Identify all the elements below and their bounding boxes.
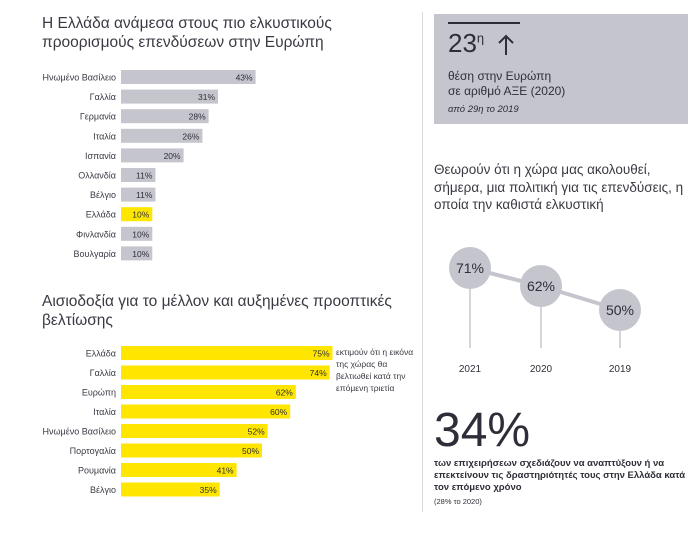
chart2-bar — [121, 346, 333, 360]
chart1-value-label: 11% — [136, 171, 153, 181]
rank-suffix: η — [476, 30, 485, 46]
chart2-title-line1: Αισιοδοξία για το μέλλον και αυξημένες π… — [42, 293, 392, 310]
investment-destinations-chart: Ηνωμένο Βασίλειο 43% Γαλλία 31% Γερμανία 28% Ι… — [42, 70, 256, 261]
optimism-annotation: εκτιμούν ότι η εικόνα της χώρας θα βελτι… — [336, 347, 414, 393]
rank-line1: θέση στην Ευρώπη — [448, 69, 552, 83]
attractiveness-title: Θεωρούν ότι η χώρα μας ακολουθεί, σήμερα… — [434, 162, 684, 212]
chart1-category-label: Ισπανία — [85, 151, 116, 161]
chart1-bar — [121, 187, 156, 202]
plans-text: των επιχειρήσεων σχεδιάζουν να αναπτύξου… — [434, 458, 686, 493]
chart2-value-label: 52% — [248, 427, 265, 437]
chart1-value-label: 10% — [132, 249, 149, 259]
chart1-bar — [121, 109, 209, 124]
chart1-value-label: 31% — [198, 92, 215, 102]
chart1-value-label: 28% — [189, 112, 206, 122]
chart1-category-label: Ολλανδία — [78, 171, 116, 181]
chart2-category-label: Ελλάδα — [86, 349, 116, 359]
arrow-up-icon — [498, 34, 514, 55]
chart1-category-label: Γερμανία — [80, 112, 116, 122]
chart1-bar — [121, 148, 184, 163]
rank-line3: από 29η το 2019 — [448, 104, 519, 115]
chart3-value-label: 71% — [456, 260, 484, 276]
chart1-bar — [121, 207, 153, 222]
chart1-bar — [121, 226, 153, 241]
chart2-bar — [121, 482, 220, 497]
chart2-title: Αισιοδοξία για το μέλλον και αυξημένες π… — [42, 292, 402, 330]
chart3-year-label: 2019 — [609, 364, 632, 375]
chart2-category-label: Ευρώπη — [82, 388, 116, 398]
chart1-category-label: Βέλγιο — [90, 190, 116, 200]
chart3-point — [520, 265, 562, 307]
chart2-category-label: Ιταλία — [93, 407, 116, 417]
chart2-bar — [121, 424, 268, 438]
chart1-value-label: 43% — [236, 73, 253, 83]
chart2-category-label: Ηνωμένο Βασίλειο — [42, 427, 116, 437]
chart3-value-label: 62% — [527, 278, 555, 294]
chart2-category-label: Γαλλία — [90, 368, 116, 378]
chart1-bar — [121, 128, 203, 143]
chart3-year-label: 2021 — [459, 364, 482, 375]
chart2-value-label: 75% — [312, 349, 329, 359]
attractiveness-trend-chart: 71% 2021 62% 2020 50% 2019 — [449, 247, 641, 375]
chart3-year-label: 2020 — [530, 364, 553, 375]
chart1-value-label: 11% — [136, 190, 153, 200]
chart1-category-label: Φινλανδία — [76, 229, 116, 239]
chart2-value-label: 50% — [242, 446, 259, 456]
chart1-value-label: 10% — [132, 210, 149, 220]
chart1-bar — [121, 168, 156, 182]
chart1-category-label: Γαλλία — [90, 92, 116, 102]
chart2-bar — [121, 385, 296, 399]
chart2-title-line2: βελτίωσης — [42, 312, 113, 329]
chart2-value-label: 62% — [276, 388, 293, 398]
optimism-chart: Ελλάδα 75% Γαλλία 74% Ευρώπη 62% Ιταλία 60% Ηνωμ… — [42, 346, 333, 497]
chart2-bar — [121, 404, 291, 419]
chart1-bar — [121, 70, 256, 84]
chart1-value-label: 20% — [164, 151, 181, 161]
chart2-value-label: 41% — [217, 466, 234, 476]
rank-top-line — [448, 22, 520, 24]
chart2-value-label: 35% — [200, 485, 217, 495]
chart2-category-label: Πορτογαλία — [70, 446, 116, 456]
chart1-title-line1: Η Ελλάδα ανάμεσα στους πιο ελκυστικούς — [42, 15, 332, 32]
plans-note: (28% το 2020) — [434, 497, 482, 506]
rank-box — [434, 14, 688, 124]
chart1-value-label: 26% — [182, 131, 199, 141]
rank-number: 23 — [448, 28, 477, 58]
chart2-bar — [121, 443, 262, 458]
chart3-value-label: 50% — [606, 302, 634, 318]
chart2-value-label: 60% — [270, 407, 287, 417]
plans-big-value: 34% — [434, 404, 531, 457]
vertical-divider — [422, 12, 423, 512]
chart2-bar — [121, 463, 237, 477]
chart1-category-label: Ιταλία — [93, 131, 116, 141]
rank-line2: σε αριθμό ΑΞΕ (2020) — [448, 84, 566, 98]
chart1-category-label: Ελλάδα — [86, 210, 116, 220]
chart1-value-label: 10% — [132, 229, 149, 239]
chart2-category-label: Βέλγιο — [90, 485, 116, 495]
chart1-title-line2: προορισμούς επενδύσεων στην Ευρώπη — [42, 34, 324, 51]
chart3-point — [599, 289, 641, 331]
chart1-bar — [121, 89, 219, 104]
chart3-point — [449, 247, 491, 289]
rank-value: 23η — [448, 28, 484, 59]
chart1-title: Η Ελλάδα ανάμεσα στους πιο ελκυστικούς π… — [42, 14, 402, 52]
chart1-category-label: Βουλγαρία — [74, 249, 116, 259]
chart2-value-label: 74% — [310, 368, 327, 378]
chart2-bar — [121, 365, 330, 380]
chart1-category-label: Ηνωμένο Βασίλειο — [42, 73, 116, 83]
chart2-category-label: Ρουμανία — [78, 466, 116, 476]
chart1-bar — [121, 246, 153, 261]
